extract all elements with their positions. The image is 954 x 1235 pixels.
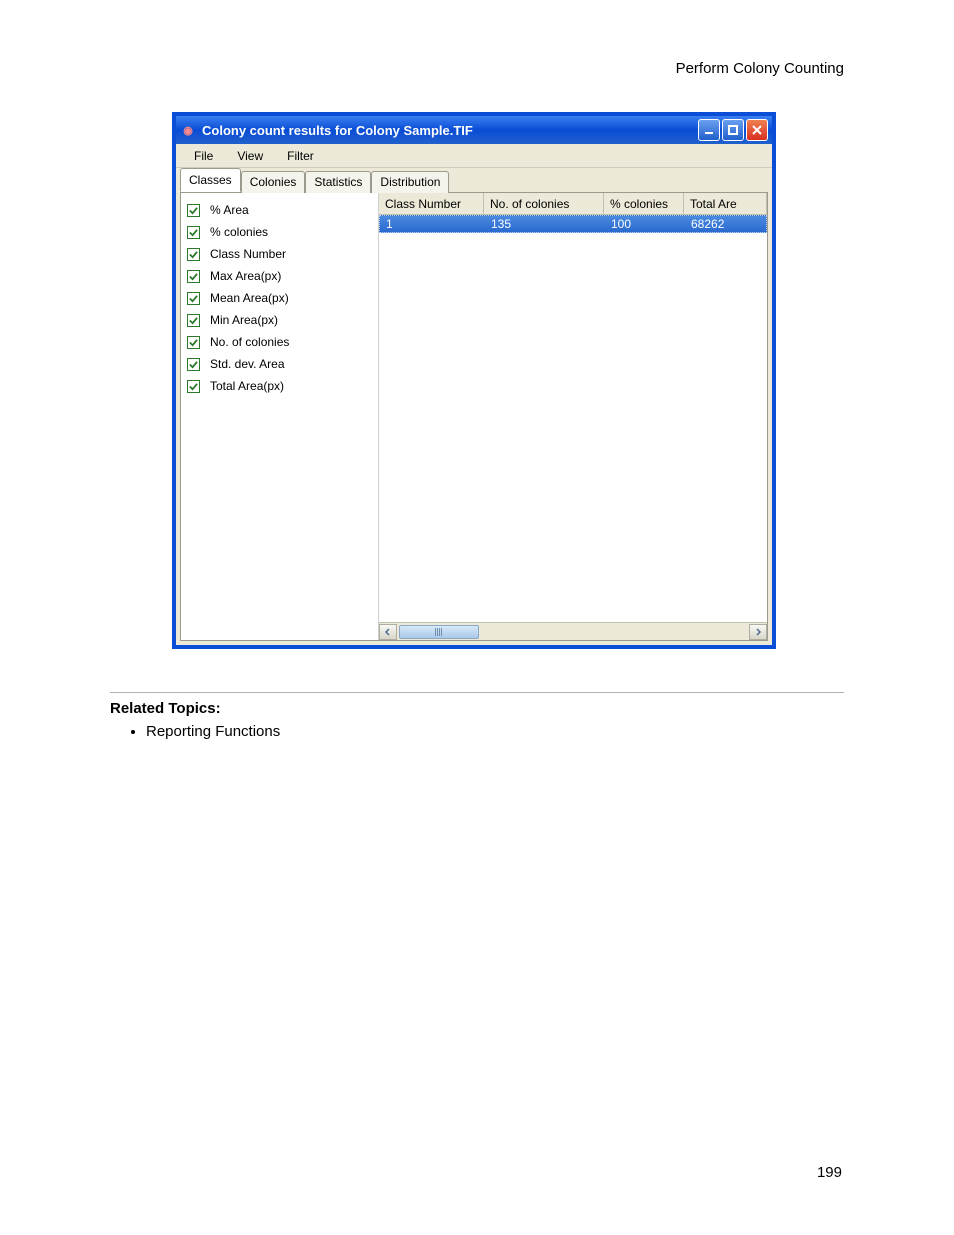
menu-filter[interactable]: Filter — [275, 147, 326, 165]
checkbox-icon[interactable] — [187, 248, 200, 261]
field-label: No. of colonies — [210, 335, 289, 349]
cell: 68262 — [685, 216, 766, 232]
checkbox-icon[interactable] — [187, 204, 200, 217]
field-list: % Area % colonies Class Number Max Area(px)… — [181, 193, 379, 640]
col-class-number[interactable]: Class Number — [379, 193, 484, 214]
scroll-thumb[interactable] — [399, 625, 479, 639]
grid-body[interactable]: 1 135 100 68262 — [379, 215, 767, 622]
grid-header: Class Number No. of colonies % colonies … — [379, 193, 767, 215]
field-checkbox-row[interactable]: Total Area(px) — [187, 375, 372, 397]
page-number: 199 — [817, 1164, 842, 1181]
checkbox-icon[interactable] — [187, 226, 200, 239]
scroll-track[interactable] — [399, 624, 519, 640]
app-icon: ◉ — [180, 122, 196, 138]
cell: 135 — [485, 216, 605, 232]
field-checkbox-row[interactable]: No. of colonies — [187, 331, 372, 353]
table-row[interactable]: 1 135 100 68262 — [379, 215, 767, 233]
menu-view[interactable]: View — [225, 147, 275, 165]
field-label: % Area — [210, 203, 249, 217]
field-label: % colonies — [210, 225, 268, 239]
field-checkbox-row[interactable]: Mean Area(px) — [187, 287, 372, 309]
titlebar[interactable]: ◉ Colony count results for Colony Sample… — [176, 116, 772, 144]
field-checkbox-row[interactable]: % Area — [187, 199, 372, 221]
tab-distribution[interactable]: Distribution — [371, 171, 449, 193]
col-pct-colonies[interactable]: % colonies — [604, 193, 684, 214]
horizontal-scrollbar[interactable] — [379, 622, 767, 640]
checkbox-icon[interactable] — [187, 336, 200, 349]
field-checkbox-row[interactable]: Std. dev. Area — [187, 353, 372, 375]
checkbox-icon[interactable] — [187, 270, 200, 283]
col-total-area[interactable]: Total Are — [684, 193, 767, 214]
tab-colonies[interactable]: Colonies — [241, 171, 306, 193]
field-checkbox-row[interactable]: Min Area(px) — [187, 309, 372, 331]
cell: 100 — [605, 216, 685, 232]
checkbox-icon[interactable] — [187, 380, 200, 393]
window-title: Colony count results for Colony Sample.T… — [202, 123, 698, 138]
menubar: File View Filter — [176, 144, 772, 168]
window-buttons — [698, 119, 768, 141]
field-checkbox-row[interactable]: Max Area(px) — [187, 265, 372, 287]
tab-statistics[interactable]: Statistics — [305, 171, 371, 193]
data-grid: Class Number No. of colonies % colonies … — [379, 193, 767, 640]
related-heading: Related Topics: — [110, 700, 280, 717]
col-no-colonies[interactable]: No. of colonies — [484, 193, 604, 214]
field-label: Class Number — [210, 247, 286, 261]
menu-file[interactable]: File — [182, 147, 225, 165]
field-label: Total Area(px) — [210, 379, 284, 393]
tab-classes[interactable]: Classes — [180, 168, 241, 192]
cell: 1 — [380, 216, 485, 232]
tabbar: Classes Colonies Statistics Distribution — [176, 168, 772, 192]
field-label: Std. dev. Area — [210, 357, 285, 371]
related-link[interactable]: Reporting Functions — [146, 723, 280, 740]
field-checkbox-row[interactable]: Class Number — [187, 243, 372, 265]
field-label: Max Area(px) — [210, 269, 281, 283]
tab-content: % Area % colonies Class Number Max Area(px)… — [180, 192, 768, 641]
scroll-right-button[interactable] — [749, 624, 767, 640]
app-window: ◉ Colony count results for Colony Sample… — [172, 112, 776, 649]
checkbox-icon[interactable] — [187, 314, 200, 327]
field-label: Mean Area(px) — [210, 291, 289, 305]
field-checkbox-row[interactable]: % colonies — [187, 221, 372, 243]
scroll-left-button[interactable] — [379, 624, 397, 640]
maximize-button[interactable] — [722, 119, 744, 141]
page-header: Perform Colony Counting — [676, 60, 844, 77]
checkbox-icon[interactable] — [187, 292, 200, 305]
related-topics: Related Topics: Reporting Functions — [110, 700, 280, 740]
field-label: Min Area(px) — [210, 313, 278, 327]
divider — [110, 692, 844, 693]
close-button[interactable] — [746, 119, 768, 141]
checkbox-icon[interactable] — [187, 358, 200, 371]
minimize-button[interactable] — [698, 119, 720, 141]
client-area: File View Filter Classes Colonies Statis… — [176, 144, 772, 645]
